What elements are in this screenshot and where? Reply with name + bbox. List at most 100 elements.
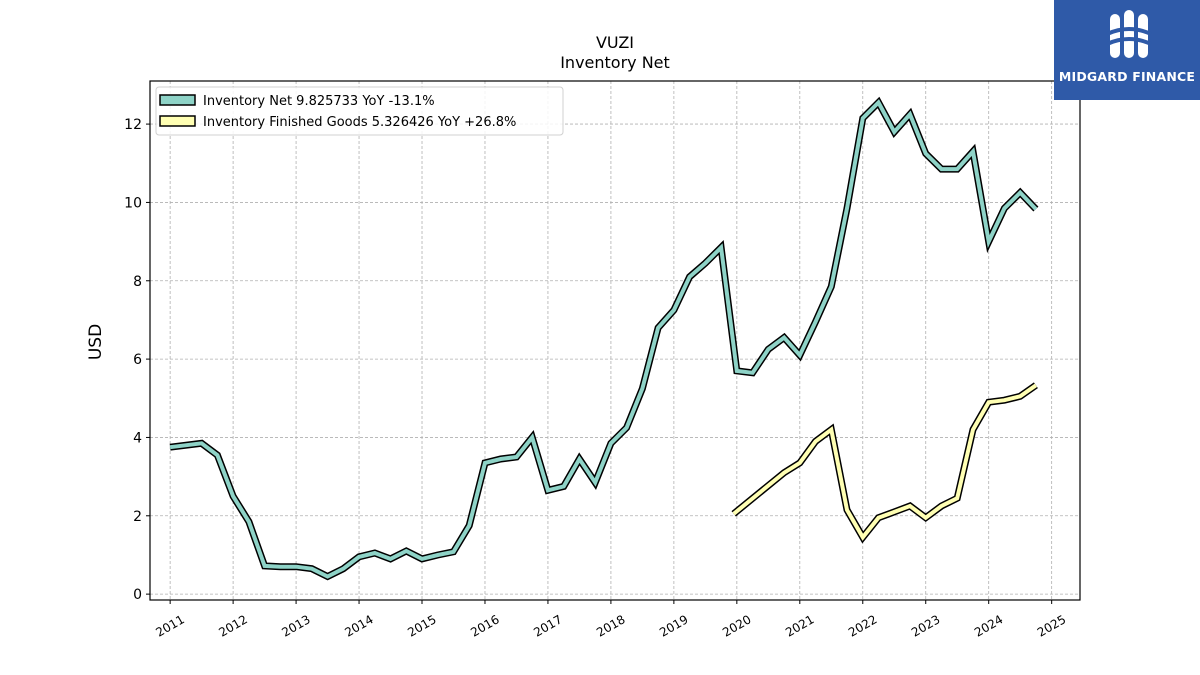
data-point — [231, 494, 235, 498]
data-point — [672, 308, 676, 312]
x-tick-label: 2025 — [1035, 612, 1068, 639]
data-point — [987, 240, 991, 244]
data-point — [877, 516, 881, 520]
x-tick-label: 2012 — [216, 612, 249, 639]
data-point — [955, 496, 959, 500]
data-point — [656, 326, 660, 330]
x-tick-label: 2020 — [720, 612, 753, 639]
data-point — [971, 428, 975, 432]
data-point — [829, 428, 833, 432]
chart-title: VUZI — [596, 33, 634, 52]
data-point — [404, 549, 408, 553]
data-point — [1018, 394, 1022, 398]
data-point — [593, 480, 597, 484]
data-point — [546, 488, 550, 492]
data-point — [924, 151, 928, 155]
data-point — [908, 504, 912, 508]
data-point — [562, 484, 566, 488]
data-point — [766, 347, 770, 351]
data-point — [577, 457, 581, 461]
data-point — [247, 520, 251, 524]
x-tick-label: 2011 — [153, 612, 186, 639]
y-tick-label: 4 — [133, 430, 142, 446]
data-point — [278, 565, 282, 569]
data-point — [310, 567, 314, 571]
data-point — [971, 150, 975, 154]
data-point — [294, 565, 298, 569]
data-point — [892, 130, 896, 134]
data-point — [732, 512, 736, 516]
data-point — [939, 167, 943, 171]
data-point — [168, 445, 172, 449]
y-tick-label: 2 — [133, 509, 142, 525]
data-point — [719, 245, 723, 249]
data-point — [845, 508, 849, 512]
data-point — [1002, 398, 1006, 402]
data-point — [357, 555, 361, 559]
data-point — [609, 441, 613, 445]
data-point — [798, 461, 802, 465]
data-point — [373, 551, 377, 555]
data-point — [326, 574, 330, 578]
data-point — [908, 112, 912, 116]
data-point — [782, 471, 786, 475]
data-point — [1034, 207, 1038, 211]
y-tick-label: 6 — [133, 352, 142, 368]
x-tick-label: 2023 — [909, 612, 942, 639]
data-point — [263, 564, 267, 568]
data-point — [703, 261, 707, 265]
data-point — [877, 101, 881, 105]
data-point — [530, 435, 534, 439]
legend-label: Inventory Finished Goods 5.326426 YoY +2… — [203, 115, 516, 130]
data-point — [514, 455, 518, 459]
x-tick-label: 2024 — [972, 612, 1005, 639]
legend: Inventory Net 9.825733 YoY -13.1% Invento… — [155, 86, 564, 136]
y-tick-label: 10 — [124, 195, 142, 211]
series-line — [169, 99, 1038, 579]
legend-swatch — [159, 94, 196, 106]
data-point — [861, 116, 865, 120]
data-point — [939, 504, 943, 508]
data-point — [451, 550, 455, 554]
data-point — [200, 441, 204, 445]
data-point — [467, 524, 471, 528]
data-point — [1018, 191, 1022, 195]
x-tick-label: 2013 — [279, 612, 312, 639]
plot-frame — [149, 80, 1081, 601]
x-tick-label: 2014 — [342, 612, 375, 639]
legend-swatch — [159, 115, 196, 127]
data-point — [1002, 206, 1006, 210]
data-point — [389, 557, 393, 561]
data-point — [420, 557, 424, 561]
grid — [150, 81, 1080, 600]
y-tick-label: 12 — [124, 117, 142, 133]
data-point — [499, 457, 503, 461]
x-tick-label: 2022 — [846, 612, 879, 639]
logo-text: MIDGARD FINANCE — [1058, 69, 1196, 84]
data-point — [987, 400, 991, 404]
series-line — [732, 383, 1038, 541]
data-point — [955, 167, 959, 171]
data-point — [625, 426, 629, 430]
data-point — [436, 553, 440, 557]
data-point — [483, 461, 487, 465]
logo-mark-icon — [1106, 10, 1152, 58]
midgard-finance-logo: MIDGARD FINANCE — [1054, 0, 1200, 100]
data-point — [814, 439, 818, 443]
data-point — [341, 567, 345, 571]
data-point — [215, 453, 219, 457]
y-axis-label: USD — [86, 324, 106, 360]
data-point — [640, 386, 644, 390]
x-tick-label: 2021 — [783, 612, 816, 639]
data-point — [814, 320, 818, 324]
data-point — [798, 353, 802, 357]
data-point — [688, 275, 692, 279]
legend-label: Inventory Net 9.825733 YoY -13.1% — [203, 94, 435, 109]
data-point — [735, 369, 739, 373]
data-point — [861, 535, 865, 539]
x-tick-label: 2019 — [657, 612, 690, 639]
x-tick-label: 2018 — [594, 612, 627, 639]
x-tick-label: 2015 — [405, 612, 438, 639]
series-layer — [168, 96, 1039, 581]
